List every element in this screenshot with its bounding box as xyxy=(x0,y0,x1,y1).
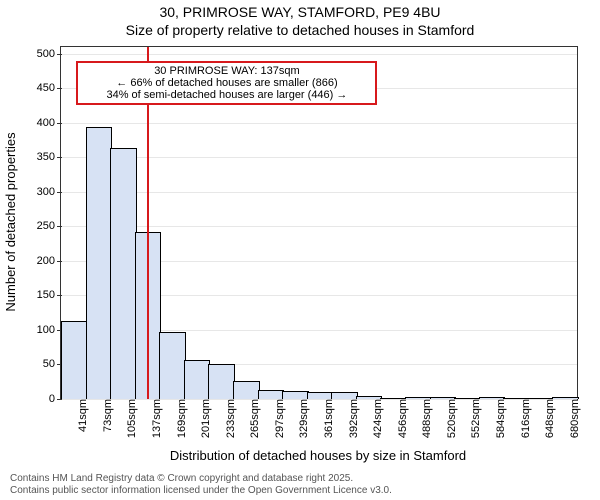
x-axis-label: Distribution of detached houses by size … xyxy=(60,448,576,463)
x-tick-label: 137sqm xyxy=(147,399,163,438)
gridline-h xyxy=(61,123,577,124)
histogram-bar xyxy=(86,127,113,399)
annotation-box: 30 PRIMROSE WAY: 137sqm← 66% of detached… xyxy=(76,61,377,105)
x-tick-label: 105sqm xyxy=(122,399,138,438)
x-tick-label: 41sqm xyxy=(73,399,89,432)
gridline-h xyxy=(61,192,577,193)
histogram-bar xyxy=(258,390,285,399)
chart-title-line2: Size of property relative to detached ho… xyxy=(0,22,600,38)
histogram-bar xyxy=(61,321,88,399)
y-tick-label: 50 xyxy=(43,358,61,370)
y-tick-label: 0 xyxy=(49,393,61,405)
x-tick-label: 456sqm xyxy=(393,399,409,438)
y-tick-label: 300 xyxy=(37,186,61,198)
plot-area: 05010015020025030035040045050041sqm73sqm… xyxy=(60,46,578,400)
histogram-bar xyxy=(208,364,235,400)
annotation-line: 30 PRIMROSE WAY: 137sqm xyxy=(82,65,371,77)
gridline-h xyxy=(61,157,577,158)
x-tick-label: 265sqm xyxy=(245,399,261,438)
histogram-bar xyxy=(110,148,137,399)
y-tick-label: 350 xyxy=(37,151,61,163)
y-tick-label: 500 xyxy=(37,48,61,60)
footnote-2: Contains public sector information licen… xyxy=(10,485,392,496)
x-tick-label: 424sqm xyxy=(368,399,384,438)
gridline-h xyxy=(61,226,577,227)
x-tick-label: 169sqm xyxy=(172,399,188,438)
x-tick-label: 73sqm xyxy=(98,399,114,432)
chart-title-line1: 30, PRIMROSE WAY, STAMFORD, PE9 4BU xyxy=(0,4,600,20)
y-tick-label: 200 xyxy=(37,255,61,267)
x-tick-label: 680sqm xyxy=(565,399,581,438)
histogram-bar xyxy=(282,391,309,399)
x-tick-label: 616sqm xyxy=(516,399,532,438)
x-tick-label: 297sqm xyxy=(270,399,286,438)
y-tick-label: 150 xyxy=(37,289,61,301)
histogram-bar xyxy=(159,332,186,399)
x-tick-label: 520sqm xyxy=(442,399,458,438)
gridline-h xyxy=(61,54,577,55)
x-tick-label: 552sqm xyxy=(466,399,482,438)
x-tick-label: 648sqm xyxy=(540,399,556,438)
y-tick-label: 250 xyxy=(37,220,61,232)
y-tick-label: 400 xyxy=(37,117,61,129)
x-tick-label: 329sqm xyxy=(294,399,310,438)
histogram-bar xyxy=(184,360,211,399)
x-tick-label: 392sqm xyxy=(344,399,360,438)
annotation-line: 34% of semi-detached houses are larger (… xyxy=(82,89,371,101)
y-tick-label: 450 xyxy=(37,82,61,94)
histogram-bar xyxy=(233,381,260,399)
x-tick-label: 361sqm xyxy=(319,399,335,438)
chart-container: { "title": { "line1": "30, PRIMROSE WAY,… xyxy=(0,0,600,500)
x-tick-label: 233sqm xyxy=(221,399,237,438)
x-tick-label: 201sqm xyxy=(196,399,212,438)
y-tick-label: 100 xyxy=(37,324,61,336)
footnote-1: Contains HM Land Registry data © Crown c… xyxy=(10,473,353,484)
annotation-line: ← 66% of detached houses are smaller (86… xyxy=(82,77,371,89)
x-tick-label: 584sqm xyxy=(491,399,507,438)
x-tick-label: 488sqm xyxy=(417,399,433,438)
y-axis-label: Number of detached properties xyxy=(3,132,18,311)
